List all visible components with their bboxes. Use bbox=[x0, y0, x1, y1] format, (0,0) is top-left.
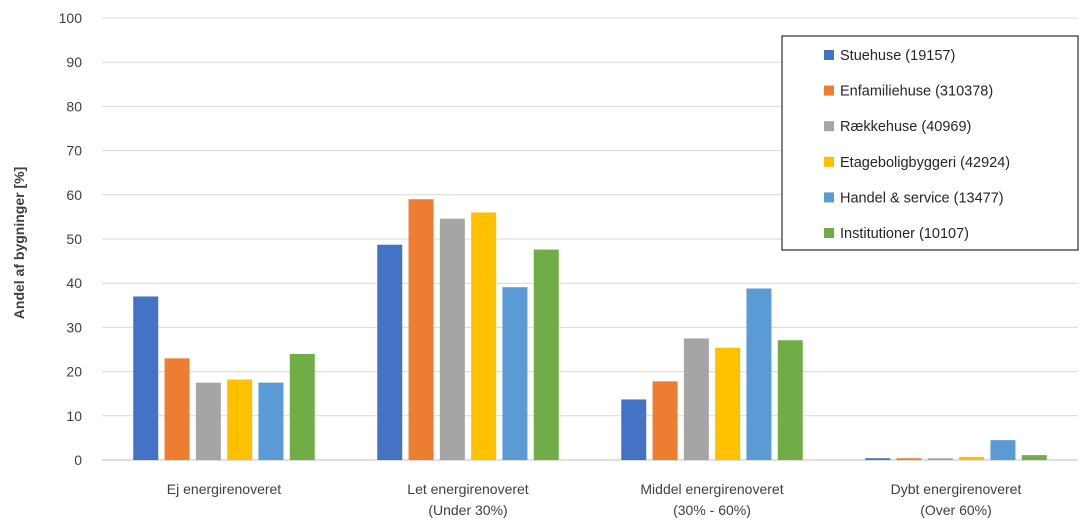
bar bbox=[289, 353, 315, 460]
y-tick-label: 80 bbox=[66, 98, 82, 114]
legend-entry: Stuehuse (19157) bbox=[840, 48, 955, 64]
y-tick-label: 60 bbox=[66, 187, 82, 203]
legend-entry: Institutioner (10107) bbox=[840, 226, 969, 242]
bar bbox=[408, 199, 434, 460]
bars bbox=[133, 199, 1047, 460]
bar bbox=[927, 458, 953, 460]
y-tick-label: 10 bbox=[66, 408, 82, 424]
y-tick-label: 30 bbox=[66, 319, 82, 335]
bar bbox=[683, 338, 709, 460]
legend-items: Stuehuse (19157) Enfamiliehuse (310378) Ræ… bbox=[824, 48, 1010, 242]
bar bbox=[258, 382, 284, 460]
bar bbox=[865, 458, 891, 460]
bar bbox=[471, 212, 497, 460]
bar bbox=[959, 456, 985, 460]
legend-entry: Etageboligbyggeri (42924) bbox=[840, 155, 1010, 171]
bar bbox=[377, 244, 403, 460]
x-tick-label: Dybt energirenoveret bbox=[891, 481, 1022, 497]
y-tick-label: 100 bbox=[59, 10, 83, 26]
legend-swatch bbox=[824, 50, 834, 60]
x-tick-label: (Over 60%) bbox=[920, 502, 992, 518]
bar bbox=[990, 440, 1016, 460]
legend-entry: Rækkehuse (40969) bbox=[840, 119, 971, 135]
x-axis-ticks: Ej energirenoveret Let energirenoveret (Un… bbox=[167, 481, 1022, 518]
legend-swatch bbox=[824, 192, 834, 203]
bar bbox=[533, 249, 559, 460]
legend-entry: Handel & service (13477) bbox=[840, 190, 1004, 206]
bar bbox=[621, 399, 647, 460]
x-tick-label: (30% - 60%) bbox=[673, 502, 751, 518]
y-tick-label: 20 bbox=[66, 364, 82, 380]
bar bbox=[502, 287, 528, 460]
bar bbox=[746, 288, 772, 460]
bar bbox=[227, 379, 253, 460]
legend-swatch bbox=[824, 228, 834, 238]
bar bbox=[715, 347, 741, 460]
bar bbox=[133, 296, 159, 460]
legend-swatch bbox=[824, 85, 834, 96]
legend: Stuehuse (19157) Enfamiliehuse (310378) Ræ… bbox=[781, 35, 1079, 251]
legend-entry: Enfamiliehuse (310378) bbox=[840, 84, 993, 100]
y-tick-label: 50 bbox=[66, 231, 82, 247]
bar bbox=[439, 218, 465, 460]
bar bbox=[777, 340, 803, 460]
x-tick-label: Middel energirenoveret bbox=[640, 481, 783, 497]
y-tick-label: 0 bbox=[74, 452, 82, 468]
x-tick-label: Ej energirenoveret bbox=[167, 481, 282, 497]
bar bbox=[896, 458, 922, 460]
y-tick-label: 40 bbox=[66, 275, 82, 291]
bar bbox=[1021, 455, 1047, 460]
x-tick-label: (Under 30%) bbox=[428, 502, 507, 518]
legend-swatch bbox=[824, 121, 834, 132]
y-tick-label: 70 bbox=[66, 143, 82, 159]
y-axis-label: Andel af bygninger [%] bbox=[11, 167, 27, 319]
bar bbox=[195, 382, 221, 460]
legend-box bbox=[781, 35, 1079, 251]
y-tick-label: 90 bbox=[66, 54, 82, 70]
bar bbox=[164, 358, 190, 460]
y-axis-ticks: 0 10 20 30 40 50 60 70 80 90 100 bbox=[59, 10, 83, 468]
bar bbox=[652, 381, 678, 460]
x-tick-label: Let energirenoveret bbox=[407, 481, 529, 497]
legend-swatch bbox=[824, 156, 834, 167]
